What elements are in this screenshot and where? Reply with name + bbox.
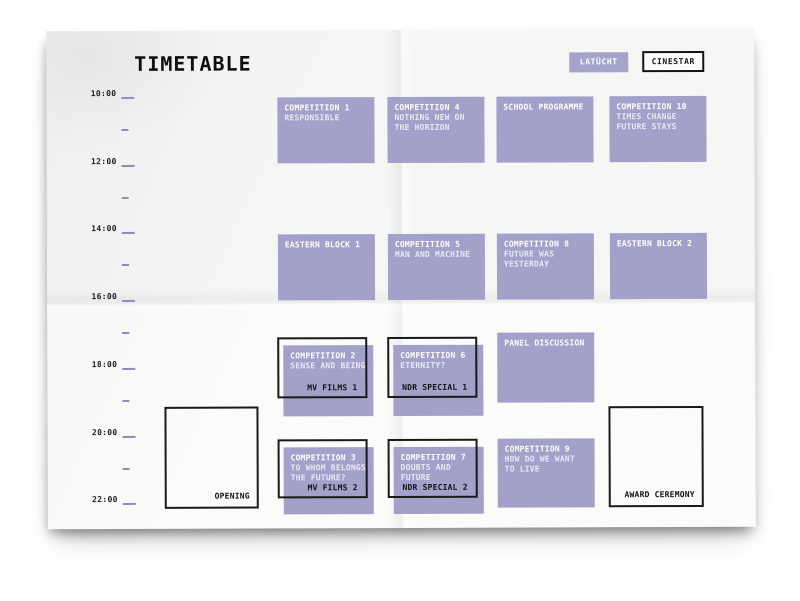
event-subtitle: THE HORIZON xyxy=(394,122,450,133)
venue-latuecht-button[interactable]: LATÜCHT xyxy=(569,52,629,73)
major-tick xyxy=(122,367,136,370)
timetable-poster: TIMETABLE LATÜCHT CINESTAR 10:00 12:00 14:… xyxy=(46,28,756,530)
ceremony-box-award-ceremony[interactable]: AWARD CEREMONY xyxy=(608,405,704,508)
event-panel-discussion[interactable]: PANEL DISCUSSION xyxy=(497,332,595,403)
event-competition-5[interactable]: COMPETITION 5 MAN AND MACHINE xyxy=(387,233,486,301)
event-title: COMPETITION 9 xyxy=(504,444,570,454)
event-title: SCHOOL PROGRAMME xyxy=(503,102,584,112)
special-frame-mv-films-2[interactable]: MV FILMS 2 xyxy=(277,439,368,499)
event-subtitle: YESTERDAY xyxy=(503,259,550,269)
event-title: EASTERN BLOCK 2 xyxy=(616,238,693,249)
event-eastern-block-1[interactable]: EASTERN BLOCK 1 xyxy=(277,234,376,301)
frame-label: MV FILMS 1 xyxy=(307,383,358,393)
event-competition-9[interactable]: COMPETITION 9 HOW DO WE WANT TO LIVE xyxy=(497,438,595,508)
time-label-2000: 20:00 xyxy=(91,427,118,438)
event-subtitle: TO LIVE xyxy=(504,464,540,474)
special-frame-ndr-special-2[interactable]: NDR SPECIAL 2 xyxy=(387,438,478,499)
special-frame-ndr-special-1[interactable]: NDR SPECIAL 1 xyxy=(387,336,478,399)
major-tick xyxy=(121,164,135,167)
minor-tick xyxy=(122,331,130,334)
event-school-programme[interactable]: SCHOOL PROGRAMME xyxy=(496,96,594,163)
ceremony-box-opening[interactable]: OPENING xyxy=(164,406,259,509)
time-label-2200: 22:00 xyxy=(92,494,118,505)
event-subtitle: MAN AND MACHINE xyxy=(394,249,471,260)
event-title: PANEL DISCUSSION xyxy=(504,338,585,348)
event-subtitle: RESPONSIBLE xyxy=(284,113,340,123)
event-competition-4[interactable]: COMPETITION 4 NOTHING NEW ON THE HORIZON xyxy=(387,96,485,164)
special-frame-mv-films-1[interactable]: MV FILMS 1 xyxy=(277,337,368,399)
event-eastern-block-2[interactable]: EASTERN BLOCK 2 xyxy=(609,232,708,300)
event-competition-1[interactable]: COMPETITION 1 RESPONSIBLE xyxy=(277,97,375,164)
event-title: COMPETITION 1 xyxy=(284,103,350,113)
time-axis: 10:00 12:00 14:00 16:00 18:00 20:00 22:00 xyxy=(46,29,754,505)
time-label-1400: 14:00 xyxy=(91,223,117,234)
ceremony-label: AWARD CEREMONY xyxy=(624,489,695,500)
minor-tick xyxy=(121,128,129,131)
time-label-1800: 18:00 xyxy=(91,359,118,370)
time-label-1600: 16:00 xyxy=(91,291,118,302)
venue-cinestar-button[interactable]: CINESTAR xyxy=(642,50,705,73)
minor-tick xyxy=(122,467,130,470)
minor-tick xyxy=(121,263,129,266)
event-subtitle: FUTURE STAYS xyxy=(616,122,677,132)
event-subtitle: FUTURE WAS xyxy=(503,249,555,259)
event-subtitle: TIMES CHANGE xyxy=(616,112,677,122)
time-label-1200: 12:00 xyxy=(90,156,117,167)
time-label-1000: 10:00 xyxy=(90,88,117,99)
major-tick xyxy=(122,435,136,438)
events-grid: COMPETITION 1 RESPONSIBLE COMPETITION 4 NOT… xyxy=(46,29,754,515)
major-tick xyxy=(121,96,135,99)
frame-label: NDR SPECIAL 1 xyxy=(402,382,468,392)
frame-label: NDR SPECIAL 2 xyxy=(402,482,468,492)
event-title: COMPETITION 8 xyxy=(503,239,570,249)
event-subtitle: HOW DO WE WANT xyxy=(504,454,575,464)
minor-tick xyxy=(121,196,129,199)
event-title: COMPETITION 10 xyxy=(616,102,687,112)
event-title: EASTERN BLOCK 1 xyxy=(284,240,361,250)
event-title: COMPETITION 5 xyxy=(394,239,461,250)
major-tick xyxy=(122,299,136,302)
event-competition-8[interactable]: COMPETITION 8 FUTURE WAS YESTERDAY xyxy=(496,233,595,300)
minor-tick xyxy=(122,399,130,402)
ceremony-boxes: OPENING AWARD CEREMONY xyxy=(46,29,754,509)
major-tick xyxy=(121,231,135,234)
page-title: TIMETABLE xyxy=(134,51,252,76)
ceremony-label: OPENING xyxy=(214,491,250,501)
event-title: COMPETITION 4 xyxy=(394,102,460,113)
event-subtitle: NOTHING NEW ON xyxy=(394,112,465,123)
frame-label: MV FILMS 2 xyxy=(307,483,358,493)
event-competition-10[interactable]: COMPETITION 10 TIMES CHANGE FUTURE STAYS xyxy=(609,95,707,163)
major-tick xyxy=(122,502,136,505)
